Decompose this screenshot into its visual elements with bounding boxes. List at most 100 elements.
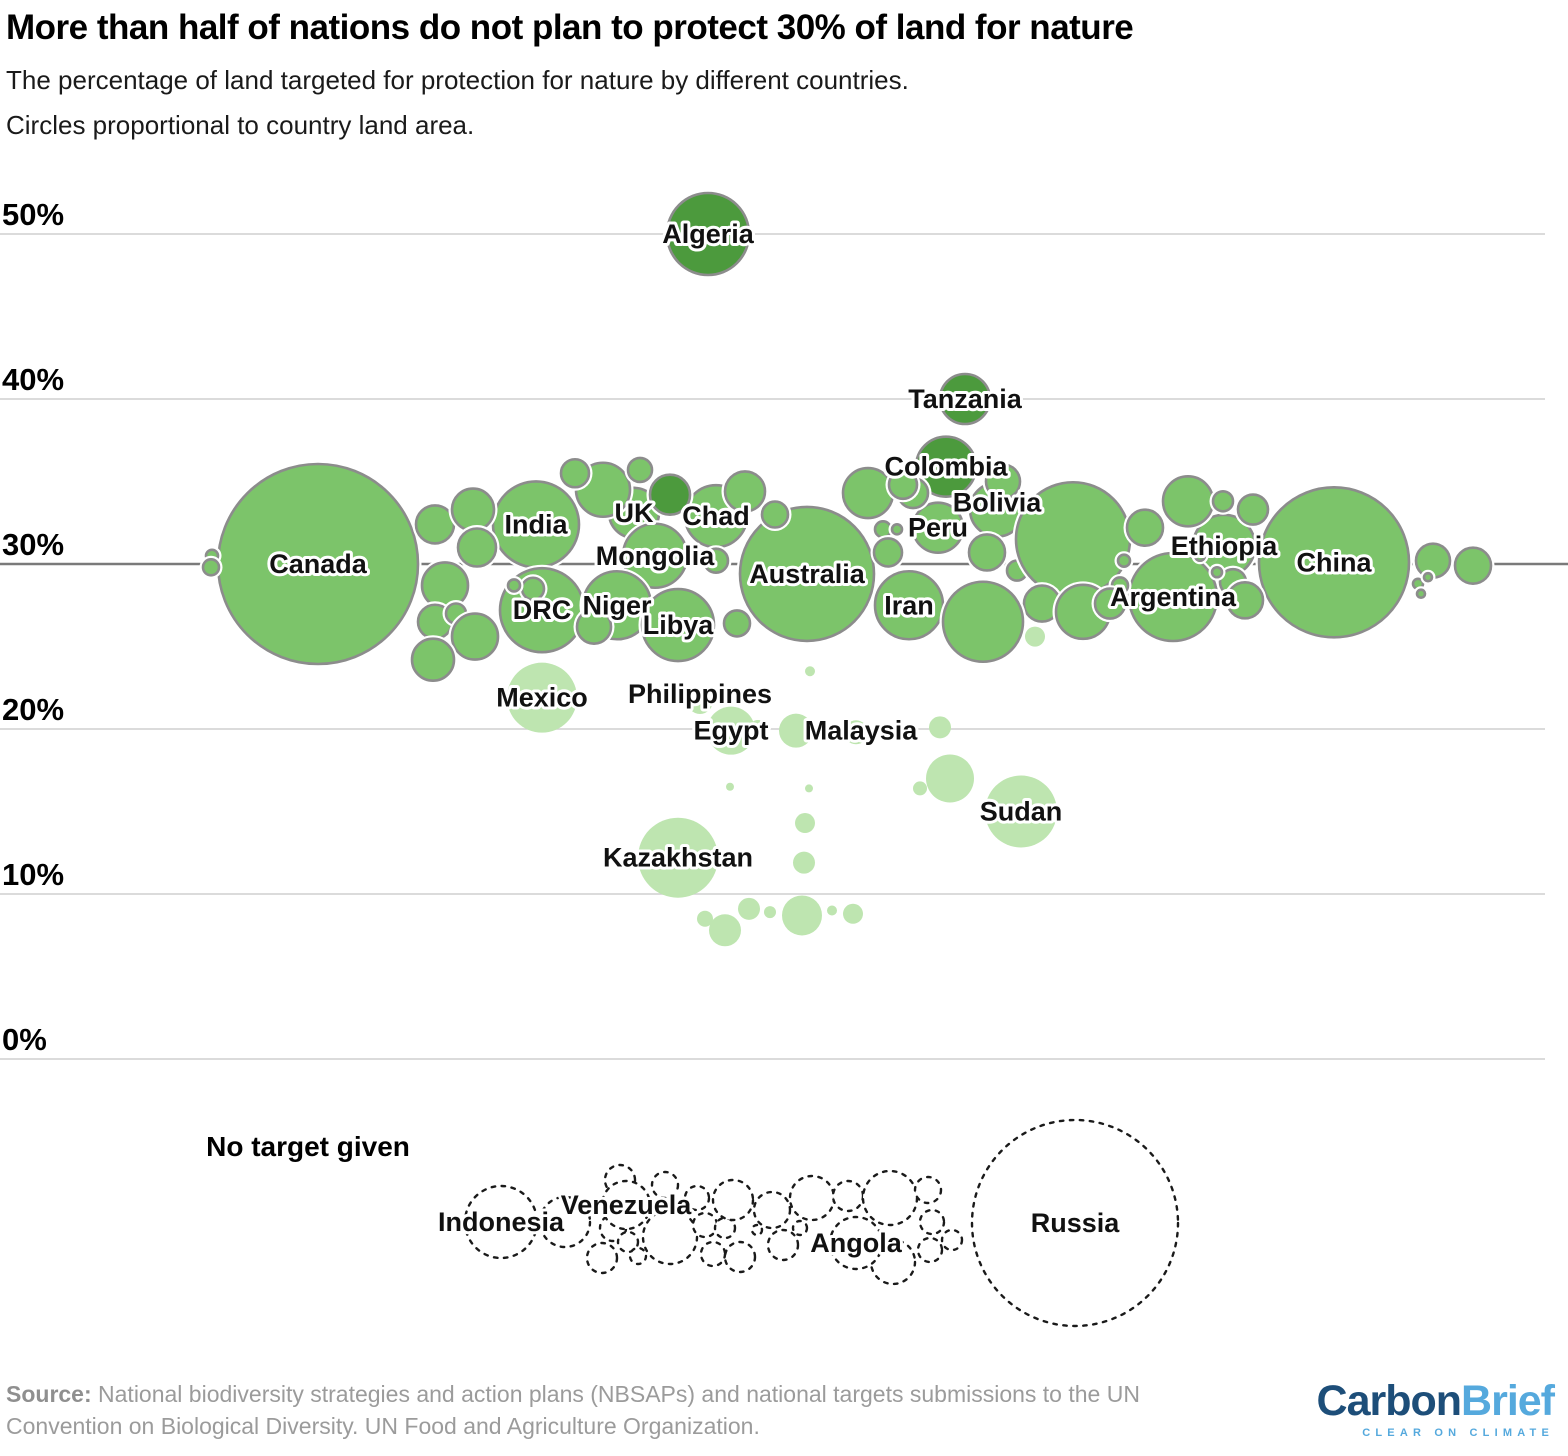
bubble-filler xyxy=(890,523,904,536)
bubble-peru xyxy=(911,501,965,555)
bubble-filler xyxy=(941,580,1025,664)
page-title: More than half of nations do not plan to… xyxy=(6,8,1134,47)
bubble-filler xyxy=(1211,489,1235,513)
bubble-filler xyxy=(709,914,741,947)
no-target-bubble xyxy=(916,1236,944,1264)
no-target-bubble-russia xyxy=(970,1118,1180,1328)
no-target-bubble-angola xyxy=(828,1215,884,1271)
bubble-filler xyxy=(722,609,752,638)
no-target-bubble xyxy=(788,1174,836,1222)
no-target-bubble xyxy=(628,1246,648,1266)
logo-carbon: Carbon xyxy=(1316,1377,1462,1425)
no-target-bubble xyxy=(699,1240,727,1268)
bubble-filler xyxy=(1415,588,1427,600)
no-target-bubble xyxy=(711,1178,755,1222)
bubble-filler xyxy=(844,720,868,745)
bubble-filler xyxy=(929,716,951,739)
no-target-bubble xyxy=(913,1175,943,1205)
bubble-kazakhstan xyxy=(638,817,718,898)
country-label-ethiopia: Ethiopia xyxy=(1171,531,1278,561)
bubble-filler xyxy=(456,527,498,568)
bubble-filler xyxy=(1093,587,1127,620)
bubble-filler xyxy=(626,456,654,484)
bubble-filler xyxy=(1125,508,1165,548)
bubble-australia xyxy=(738,505,876,643)
bubble-tanzania xyxy=(938,372,992,426)
bubble-filler xyxy=(1422,571,1434,583)
country-label-libya: Libya xyxy=(643,610,715,640)
bubble-algeria xyxy=(665,191,751,277)
y-tick-10: 10% xyxy=(2,857,64,892)
bubble-filler xyxy=(1193,549,1207,563)
bubble-filler xyxy=(1453,546,1493,585)
bubble-filler xyxy=(738,897,760,920)
country-label-india: India xyxy=(504,509,568,539)
no-target-bubble xyxy=(752,1190,792,1230)
bubble-filler xyxy=(843,903,863,924)
no-target-bubble xyxy=(918,1208,946,1236)
bubble-filler xyxy=(1236,493,1270,526)
y-tick-50: 50% xyxy=(2,197,64,232)
bubble-filler xyxy=(702,547,730,575)
country-label-china: China xyxy=(1296,547,1372,577)
bubble-filler xyxy=(760,500,790,529)
country-label-mongolia: Mongolia xyxy=(596,541,715,571)
no-target-bubble xyxy=(791,1219,809,1237)
bubble-filler xyxy=(450,612,500,661)
country-label-iran: Iran xyxy=(884,590,934,620)
country-label-argentina: Argentina xyxy=(1110,582,1237,612)
logo-tagline: CLEAR ON CLIMATE xyxy=(1362,1427,1554,1439)
no-target-bubble-indonesia xyxy=(463,1184,539,1260)
country-label-canada: Canada xyxy=(269,549,368,579)
bubble-filler xyxy=(805,784,813,793)
bubble-filler xyxy=(201,557,221,577)
bubble-filler xyxy=(872,537,904,568)
bubble-filler xyxy=(984,463,1022,500)
country-label-mexico: Mexico xyxy=(496,683,588,713)
bubble-philippines xyxy=(687,687,713,714)
bubble-libya xyxy=(640,587,716,663)
no-target-bubble xyxy=(683,1184,711,1212)
country-label-australia: Australia xyxy=(749,559,866,589)
bubble-filler xyxy=(827,905,837,916)
country-label-sudan: Sudan xyxy=(980,797,1063,827)
source-note: Source: National biodiversity strategies… xyxy=(6,1378,1286,1442)
country-label-algeria: Algeria xyxy=(662,219,755,249)
y-tick-30: 30% xyxy=(2,527,64,562)
no-target-bubble xyxy=(869,1238,917,1286)
bubble-egypt xyxy=(707,706,755,755)
bubble-filler xyxy=(1161,474,1215,528)
bubble-filler xyxy=(782,895,822,936)
subtitle-line-2: Circles proportional to country land are… xyxy=(6,110,475,140)
bubble-mexico xyxy=(507,662,577,733)
bubble-filler xyxy=(726,782,734,791)
bubble-colombia xyxy=(914,435,978,498)
bubble-filler xyxy=(648,473,692,517)
source-line-2: Convention on Biological Diversity. UN F… xyxy=(6,1413,760,1439)
y-tick-40: 40% xyxy=(2,362,64,397)
country-label-peru: Peru xyxy=(908,513,968,543)
no-target-bubble xyxy=(538,1195,592,1249)
no-target-bubble-venezuela xyxy=(600,1179,652,1231)
country-label-angola: Angola xyxy=(810,1228,902,1258)
country-label-philippines: Philippines xyxy=(628,679,772,709)
bubble-filler xyxy=(805,666,815,677)
no-target-bubble xyxy=(585,1241,619,1275)
no-target-bubble xyxy=(750,1223,764,1237)
country-label-chad: Chad xyxy=(682,501,750,531)
chart-footer: Source: National biodiversity strategies… xyxy=(6,1378,1562,1442)
bubble-filler xyxy=(697,910,713,927)
bubble-filler xyxy=(795,813,815,834)
country-label-niger: Niger xyxy=(582,590,652,620)
bubble-mongolia xyxy=(621,522,689,590)
bubble-filler xyxy=(410,637,456,683)
country-label-drc: DRC xyxy=(513,595,572,625)
bubble-malaysia xyxy=(779,713,813,748)
subtitle-line-1: The percentage of land targeted for prot… xyxy=(6,65,909,95)
country-label-venezuela: Venezuela xyxy=(561,1190,693,1220)
bubble-filler xyxy=(749,720,767,738)
bubble-sudan xyxy=(985,775,1057,848)
country-label-russia: Russia xyxy=(1031,1208,1121,1238)
